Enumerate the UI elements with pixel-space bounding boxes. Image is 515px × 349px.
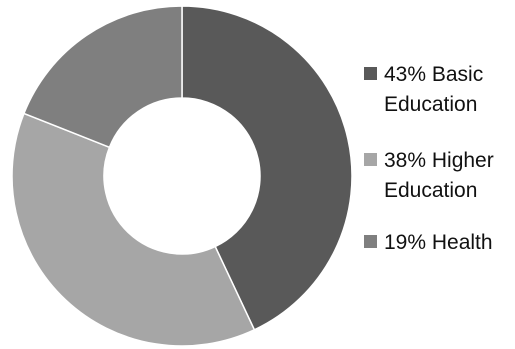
- legend-entry: 38% Higher Education: [364, 149, 494, 202]
- chart-legend: 43% Basic Education 38% Higher Education 19%…: [364, 63, 494, 254]
- legend-label: 19% Health: [384, 231, 493, 254]
- legend-entry: 43% Basic Education: [364, 63, 483, 116]
- donut-slices: [11, 5, 353, 347]
- legend-label: 43% Basic: [384, 63, 483, 86]
- legend-label: Education: [384, 179, 477, 202]
- legend-label: 38% Higher: [384, 149, 494, 172]
- legend-label: Education: [384, 93, 477, 116]
- slice-health: [22, 5, 183, 149]
- legend-entry: 19% Health: [364, 231, 493, 254]
- legend-swatch: [364, 153, 377, 166]
- legend-swatch: [364, 235, 377, 248]
- slice-higher-education: [11, 112, 256, 347]
- slice-basic-education: [181, 5, 353, 331]
- legend-swatch: [364, 67, 377, 80]
